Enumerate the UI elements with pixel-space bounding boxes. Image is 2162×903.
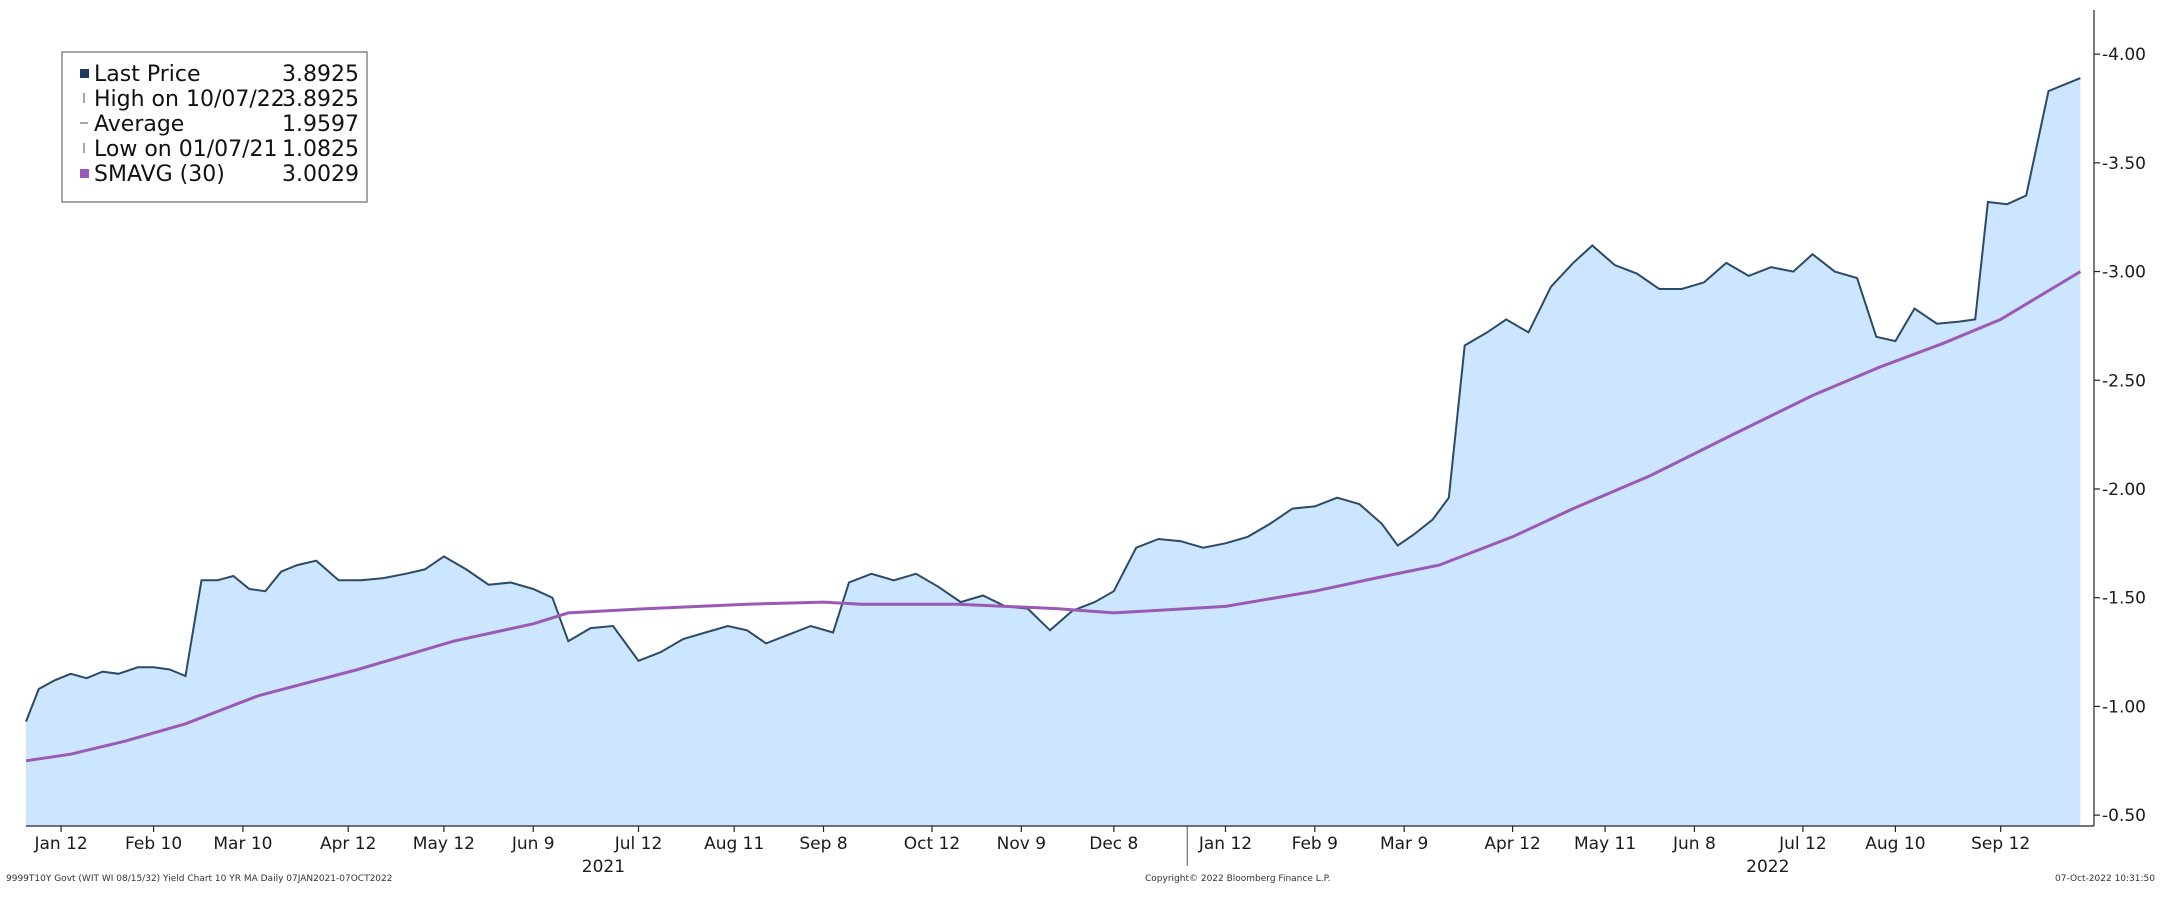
y-tick-label: -2.00 [2102,480,2146,500]
legend-label: Low on 01/07/21 [94,137,278,162]
x-tick-label: May 12 [413,834,475,854]
legend-marker-square [80,169,89,178]
footer-center: Copyright© 2022 Bloomberg Finance L.P. [1145,874,1330,884]
x-tick-label: Dec 8 [1089,834,1138,854]
x-tick-label: Jul 12 [1778,834,1827,854]
x-tick-label: Sep 12 [1971,834,2030,854]
x-tick-label: Mar 10 [213,834,272,854]
x-tick-label: Feb 10 [125,834,182,854]
x-tick-label: May 11 [1574,834,1636,854]
year-label: 2021 [582,857,625,877]
x-tick-label: Nov 9 [997,834,1046,854]
plot-area [25,77,2082,827]
y-tick-label: -3.00 [2102,263,2146,283]
x-tick-label: Jun 9 [511,834,555,854]
last-price-area-fill [26,78,2081,827]
x-tick-label: Apr 12 [1484,834,1540,854]
x-tick-label: Sep 8 [799,834,847,854]
x-tick-label: Aug 11 [704,834,764,854]
x-tick-label: Oct 12 [904,834,960,854]
x-tick-label: Apr 12 [320,834,376,854]
x-tick-label: Jun 8 [1672,834,1716,854]
y-tick-label: -2.50 [2102,371,2146,391]
legend-label: High on 10/07/22 [94,87,285,112]
x-tick-label: Feb 9 [1292,834,1338,854]
legend-value: 1.9597 [282,112,359,137]
legend-value: 3.8925 [282,87,359,112]
legend-marker-square [80,69,89,78]
year-label: 2022 [1746,857,1789,877]
legend-label: SMAVG (30) [94,162,225,187]
y-tick-label: -1.00 [2102,697,2146,717]
legend-value: 3.0029 [282,162,359,187]
footer: 9999T10Y Govt (WIT WI 08/15/32) Yield Ch… [6,874,2155,884]
footer-left: 9999T10Y Govt (WIT WI 08/15/32) Yield Ch… [6,874,392,884]
axes: -0.50 -1.00 -1.50 -2.00 -2.50 -3.00 -3.50 -4.00… [26,10,2146,877]
y-tick-label: -0.50 [2102,806,2146,826]
x-tick-label: Aug 10 [1865,834,1925,854]
y-tick-label: -3.50 [2102,154,2146,174]
x-tick-label: Jan 12 [33,834,87,854]
x-tick-label: Jan 12 [1198,834,1252,854]
legend-label: Average [94,112,184,137]
legend-box [61,51,368,203]
smavg-30-line [25,270,2082,763]
x-tick-label: Jul 12 [614,834,663,854]
y-tick-label: -4.00 [2102,45,2146,65]
legend-value: 3.8925 [282,62,359,87]
legend-value: 1.0825 [282,137,359,162]
y-tick-label: -1.50 [2102,589,2146,609]
footer-right: 07-Oct-2022 10:31:50 [2055,874,2155,884]
x-tick-label: Mar 9 [1380,834,1428,854]
legend-label: Last Price [94,62,201,87]
